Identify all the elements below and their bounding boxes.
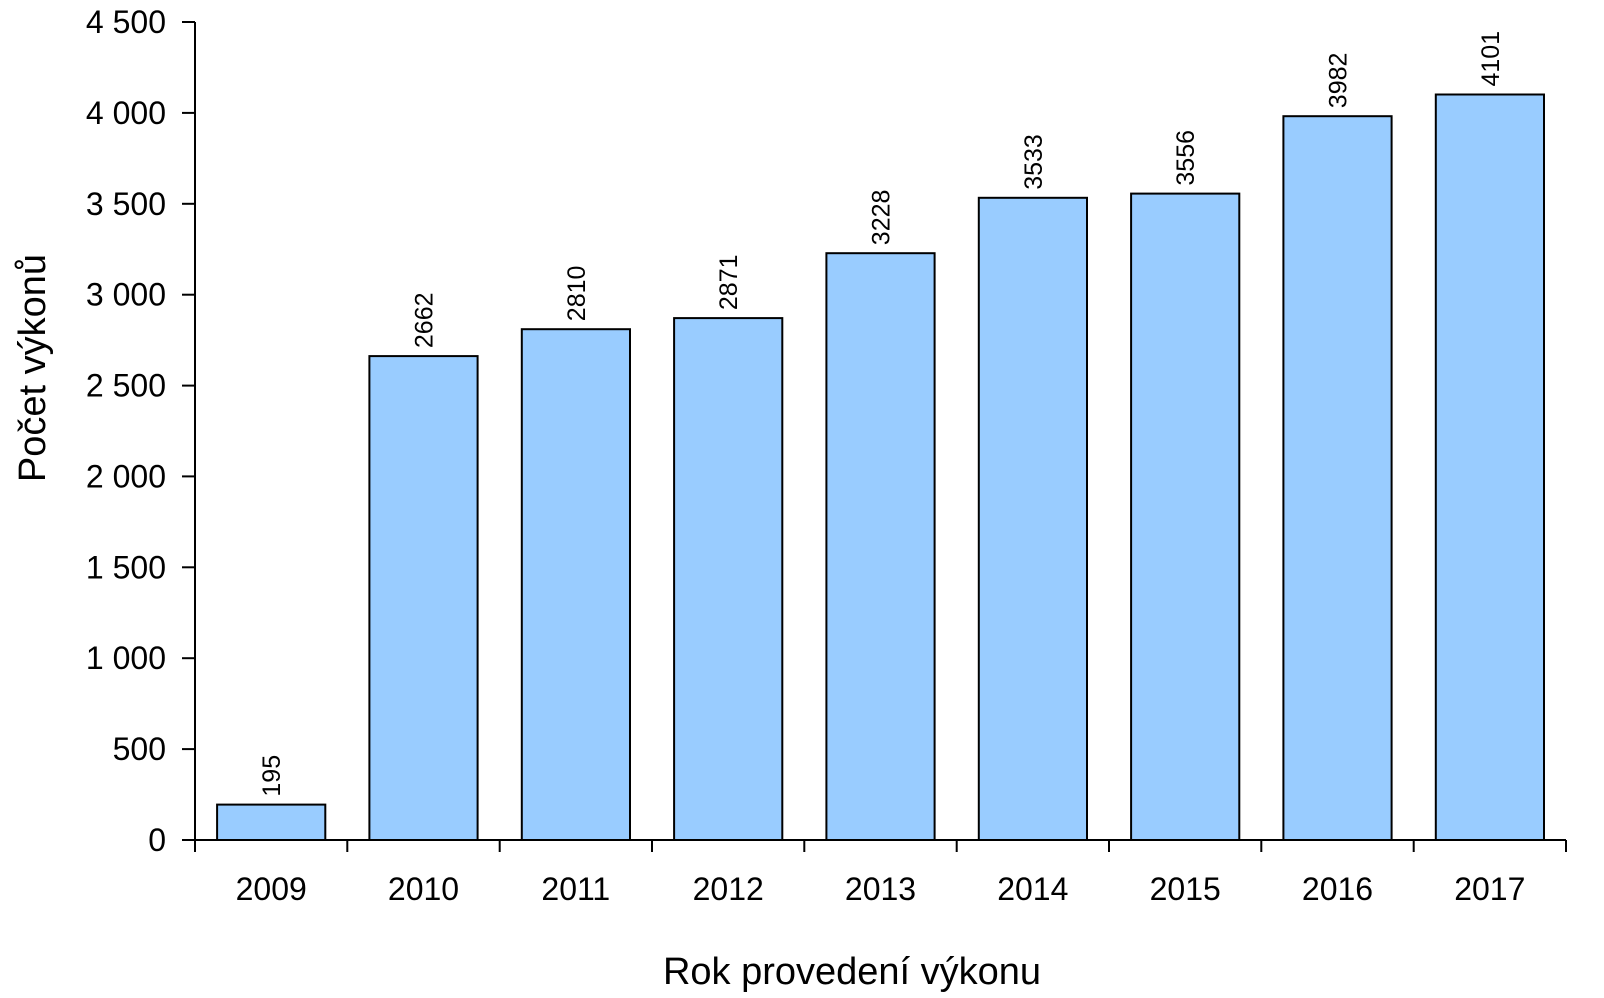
y-tick-label: 1 000 [86, 640, 166, 676]
y-tick-label: 1 500 [86, 549, 166, 585]
data-label-2010: 2662 [411, 292, 439, 348]
bar-2017 [1434, 93, 1546, 841]
labels-layer: 195 2009 2662 2010 2810 2011 2871 2012 3228 2013 3… [86, 4, 1525, 907]
y-tick-label: 2 000 [86, 458, 166, 494]
data-label-2011: 2810 [563, 266, 591, 322]
y-tick-label: 0 [148, 822, 166, 858]
y-tick-label: 2 500 [86, 368, 166, 404]
y-tick-label: 4 000 [86, 95, 166, 131]
data-label-2014: 3533 [1020, 134, 1048, 190]
x-tick-label-2014: 2014 [997, 871, 1068, 907]
bar-2015 [1130, 192, 1241, 842]
bar-2011 [520, 328, 631, 841]
data-label-2015: 3556 [1172, 130, 1200, 186]
axes-layer [182, 21, 1567, 852]
x-tick-label-2010: 2010 [388, 871, 459, 907]
x-tick-label-2017: 2017 [1454, 871, 1525, 907]
bars-layer [216, 93, 1546, 842]
y-axis-title: Počet výkonů [12, 254, 54, 482]
bar-2016 [1282, 115, 1393, 841]
y-tick-label: 500 [113, 731, 166, 767]
bar-2009 [216, 803, 327, 841]
x-tick-label-2009: 2009 [236, 871, 307, 907]
bar-2013 [825, 252, 936, 841]
data-label-2012: 2871 [715, 254, 743, 310]
x-tick-label-2011: 2011 [541, 871, 610, 907]
bar-2012 [673, 317, 784, 842]
x-tick-label-2015: 2015 [1150, 871, 1221, 907]
data-label-2017: 4101 [1477, 31, 1505, 87]
y-tick-label: 4 500 [86, 4, 166, 40]
x-tick-label-2013: 2013 [845, 871, 916, 907]
bar-2014 [977, 196, 1088, 842]
data-label-2009: 195 [258, 755, 286, 797]
data-label-2013: 3228 [868, 190, 896, 246]
x-tick-label-2016: 2016 [1302, 871, 1373, 907]
y-tick-label: 3 500 [86, 186, 166, 222]
x-axis-title: Rok provedení výkonu [663, 951, 1041, 993]
bar-2010 [368, 355, 479, 841]
x-tick-label-2012: 2012 [693, 871, 764, 907]
y-tick-label: 3 000 [86, 277, 166, 313]
data-label-2016: 3982 [1325, 53, 1353, 109]
